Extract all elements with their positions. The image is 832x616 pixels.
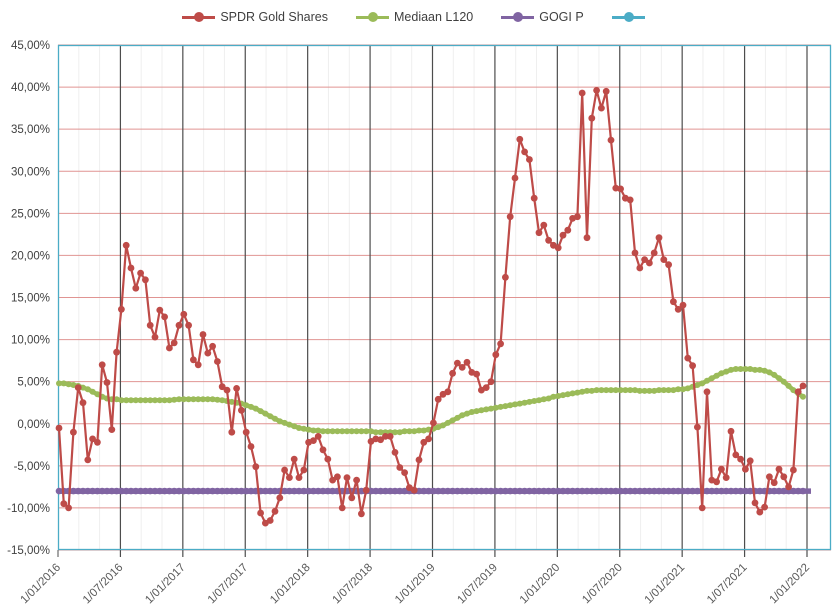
svg-text:-5,00%: -5,00%: [14, 461, 50, 473]
svg-text:45,00%: 45,00%: [11, 40, 50, 52]
legend-dot-icon: [513, 12, 524, 22]
legend-item-unnamed: [611, 12, 650, 22]
legend-label: SPDR Gold Shares: [220, 10, 328, 24]
svg-text:40,00%: 40,00%: [11, 82, 50, 94]
svg-text:1/07/2017: 1/07/2017: [206, 562, 251, 607]
svg-text:5,00%: 5,00%: [17, 377, 50, 389]
svg-text:1/07/2019: 1/07/2019: [455, 562, 500, 607]
svg-text:0,00%: 0,00%: [17, 419, 50, 431]
svg-text:1/07/2018: 1/07/2018: [331, 562, 376, 607]
plot-frame: [57, 44, 832, 551]
svg-text:35,00%: 35,00%: [11, 124, 50, 136]
svg-text:1/01/2018: 1/01/2018: [268, 562, 313, 607]
svg-text:15,00%: 15,00%: [11, 293, 50, 305]
series-gogi-p: [55, 487, 811, 495]
legend-dot-icon: [623, 12, 634, 22]
legend-line-marker-icon: [501, 12, 535, 22]
y-axis-labels: 45,00% 40,00% 35,00% 30,00% 25,00% 20,00% 15,0…: [7, 40, 50, 557]
svg-text:1/07/2021: 1/07/2021: [705, 562, 750, 607]
svg-text:1/01/2017: 1/01/2017: [143, 562, 188, 607]
svg-text:1/07/2020: 1/07/2020: [580, 562, 625, 607]
legend-item-gogi-p: GOGI P: [501, 10, 584, 24]
svg-text:-15,00%: -15,00%: [7, 545, 50, 557]
legend-label: GOGI P: [539, 10, 584, 24]
h-gridlines: [58, 44, 831, 551]
svg-text:10,00%: 10,00%: [11, 335, 50, 347]
legend-line-marker-icon: [182, 12, 216, 22]
legend-dot-icon: [368, 12, 378, 22]
svg-text:1/01/2021: 1/01/2021: [643, 562, 688, 607]
legend-dot-icon: [194, 12, 205, 22]
svg-text:30,00%: 30,00%: [11, 166, 50, 178]
svg-text:-10,00%: -10,00%: [7, 503, 50, 515]
chart-legend: SPDR Gold Shares Mediaan L120 GOGI P: [0, 7, 832, 27]
v-gridlines-major: [57, 45, 808, 557]
legend-item-mediaan-l120: Mediaan L120: [356, 10, 473, 24]
legend-label: Mediaan L120: [394, 10, 474, 24]
legend-item-spdr-gold-shares: SPDR Gold Shares: [182, 10, 328, 24]
svg-text:1/01/2019: 1/01/2019: [393, 562, 438, 607]
svg-text:20,00%: 20,00%: [11, 250, 50, 262]
x-axis-labels: 1/01/2016 1/07/2016 1/01/2017 1/07/2017 1/01…: [18, 562, 812, 607]
legend-line-marker-icon: [356, 12, 389, 22]
svg-text:1/01/2020: 1/01/2020: [518, 562, 563, 607]
series-spdr-gold-shares: [55, 87, 807, 527]
svg-text:1/07/2016: 1/07/2016: [81, 562, 126, 607]
svg-text:1/01/2022: 1/01/2022: [767, 562, 812, 607]
svg-text:1/01/2016: 1/01/2016: [18, 562, 63, 607]
legend-line-marker-icon: [611, 12, 645, 22]
svg-text:25,00%: 25,00%: [11, 208, 50, 220]
